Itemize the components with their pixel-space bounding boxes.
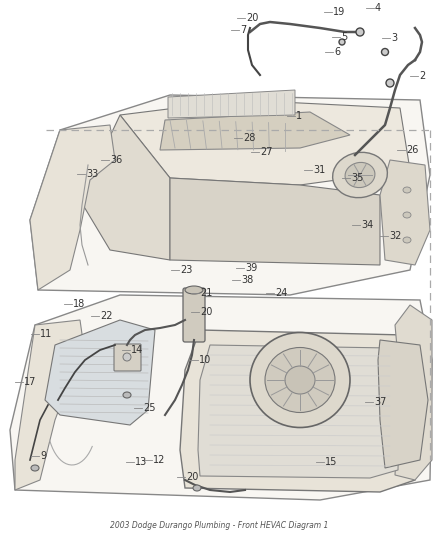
Text: 10: 10 <box>199 355 211 365</box>
Text: 15: 15 <box>325 457 337 467</box>
Text: 17: 17 <box>24 377 36 387</box>
Text: 35: 35 <box>351 173 364 183</box>
Text: 18: 18 <box>73 299 85 309</box>
Ellipse shape <box>386 79 394 87</box>
Ellipse shape <box>332 152 387 198</box>
Text: 34: 34 <box>361 220 373 230</box>
Text: 1: 1 <box>296 111 302 121</box>
Polygon shape <box>378 340 428 468</box>
Polygon shape <box>120 100 410 185</box>
Text: 9: 9 <box>40 451 46 461</box>
Text: 33: 33 <box>86 169 98 179</box>
Text: 24: 24 <box>275 288 287 298</box>
Polygon shape <box>380 160 430 265</box>
Text: 2003 Dodge Durango Plumbing - Front HEVAC Diagram 1: 2003 Dodge Durango Plumbing - Front HEVA… <box>110 521 328 529</box>
Text: 4: 4 <box>375 3 381 13</box>
Polygon shape <box>15 320 85 490</box>
Text: 11: 11 <box>40 329 52 339</box>
Ellipse shape <box>185 286 203 294</box>
Text: 37: 37 <box>374 397 386 407</box>
Ellipse shape <box>123 353 131 361</box>
Polygon shape <box>198 345 400 478</box>
Text: 20: 20 <box>246 13 258 23</box>
Ellipse shape <box>123 392 131 398</box>
Polygon shape <box>30 95 430 295</box>
Ellipse shape <box>193 485 201 491</box>
Ellipse shape <box>285 366 315 394</box>
Ellipse shape <box>265 348 335 413</box>
Polygon shape <box>10 295 432 500</box>
FancyBboxPatch shape <box>114 344 141 371</box>
Text: 27: 27 <box>260 147 272 157</box>
Ellipse shape <box>339 39 345 45</box>
Text: 13: 13 <box>135 457 147 467</box>
Text: 26: 26 <box>406 145 418 155</box>
Polygon shape <box>395 305 432 480</box>
Text: 22: 22 <box>100 311 113 321</box>
Ellipse shape <box>403 187 411 193</box>
Text: 31: 31 <box>313 165 325 175</box>
Text: 19: 19 <box>333 7 345 17</box>
Text: 20: 20 <box>200 307 212 317</box>
Polygon shape <box>160 112 350 150</box>
Ellipse shape <box>356 28 364 36</box>
Text: 7: 7 <box>240 25 246 35</box>
Polygon shape <box>170 178 380 265</box>
Polygon shape <box>80 115 170 260</box>
Text: 25: 25 <box>143 403 155 413</box>
Polygon shape <box>180 330 420 492</box>
Ellipse shape <box>31 465 39 471</box>
Polygon shape <box>45 320 155 425</box>
Polygon shape <box>30 125 115 290</box>
Text: 28: 28 <box>243 133 255 143</box>
Polygon shape <box>168 90 295 118</box>
Ellipse shape <box>250 333 350 427</box>
Text: 6: 6 <box>334 47 340 57</box>
Text: 21: 21 <box>200 288 212 298</box>
Ellipse shape <box>403 212 411 218</box>
Ellipse shape <box>345 163 375 188</box>
Text: 3: 3 <box>391 33 397 43</box>
Text: 2: 2 <box>419 71 425 81</box>
Text: 20: 20 <box>186 472 198 482</box>
Text: 14: 14 <box>131 345 143 355</box>
Ellipse shape <box>403 237 411 243</box>
Text: 38: 38 <box>241 275 253 285</box>
Text: 32: 32 <box>389 231 401 241</box>
Text: 36: 36 <box>110 155 122 165</box>
Text: 23: 23 <box>180 265 192 275</box>
Text: 39: 39 <box>245 263 257 273</box>
Text: 12: 12 <box>153 455 166 465</box>
Text: 5: 5 <box>341 32 347 42</box>
Ellipse shape <box>381 49 389 55</box>
FancyBboxPatch shape <box>183 288 205 342</box>
